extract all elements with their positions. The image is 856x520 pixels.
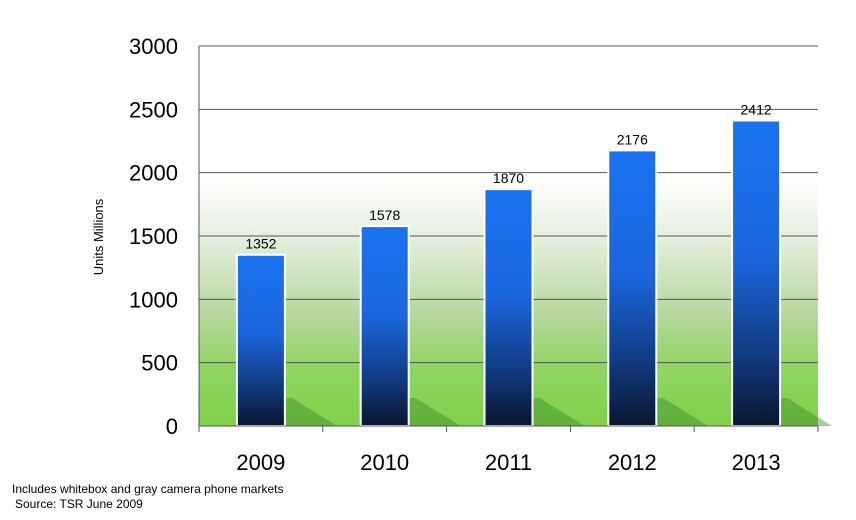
footnote-markets: Includes whitebox and gray camera phone … <box>12 482 284 496</box>
y-tick-label: 1500 <box>129 224 178 249</box>
data-label: 1578 <box>369 207 400 223</box>
y-axis-title: Units Millions <box>91 198 106 275</box>
y-tick-label: 0 <box>166 414 178 439</box>
x-tick-label: 2013 <box>732 450 781 475</box>
bar-2012 <box>607 149 658 428</box>
x-tick-label: 2011 <box>485 450 532 475</box>
y-tick-label: 3000 <box>129 34 178 59</box>
data-label: 2176 <box>617 131 648 147</box>
bar-2010 <box>359 225 410 427</box>
x-tick-label: 2010 <box>360 450 409 475</box>
bar-2013 <box>731 119 782 427</box>
data-label: 2412 <box>741 101 772 117</box>
y-tick-label: 500 <box>141 351 178 376</box>
data-label: 1352 <box>245 236 276 252</box>
bar-2011 <box>483 188 534 427</box>
bar-2009 <box>235 253 286 427</box>
x-tick-label: 2009 <box>236 450 285 475</box>
y-tick-label: 2500 <box>129 97 178 122</box>
footnote-source: Source: TSR June 2009 <box>15 497 143 511</box>
y-tick-label: 2000 <box>129 161 178 186</box>
x-tick-label: 2012 <box>608 450 657 475</box>
y-tick-label: 1000 <box>129 287 178 312</box>
data-label: 1870 <box>493 170 524 186</box>
